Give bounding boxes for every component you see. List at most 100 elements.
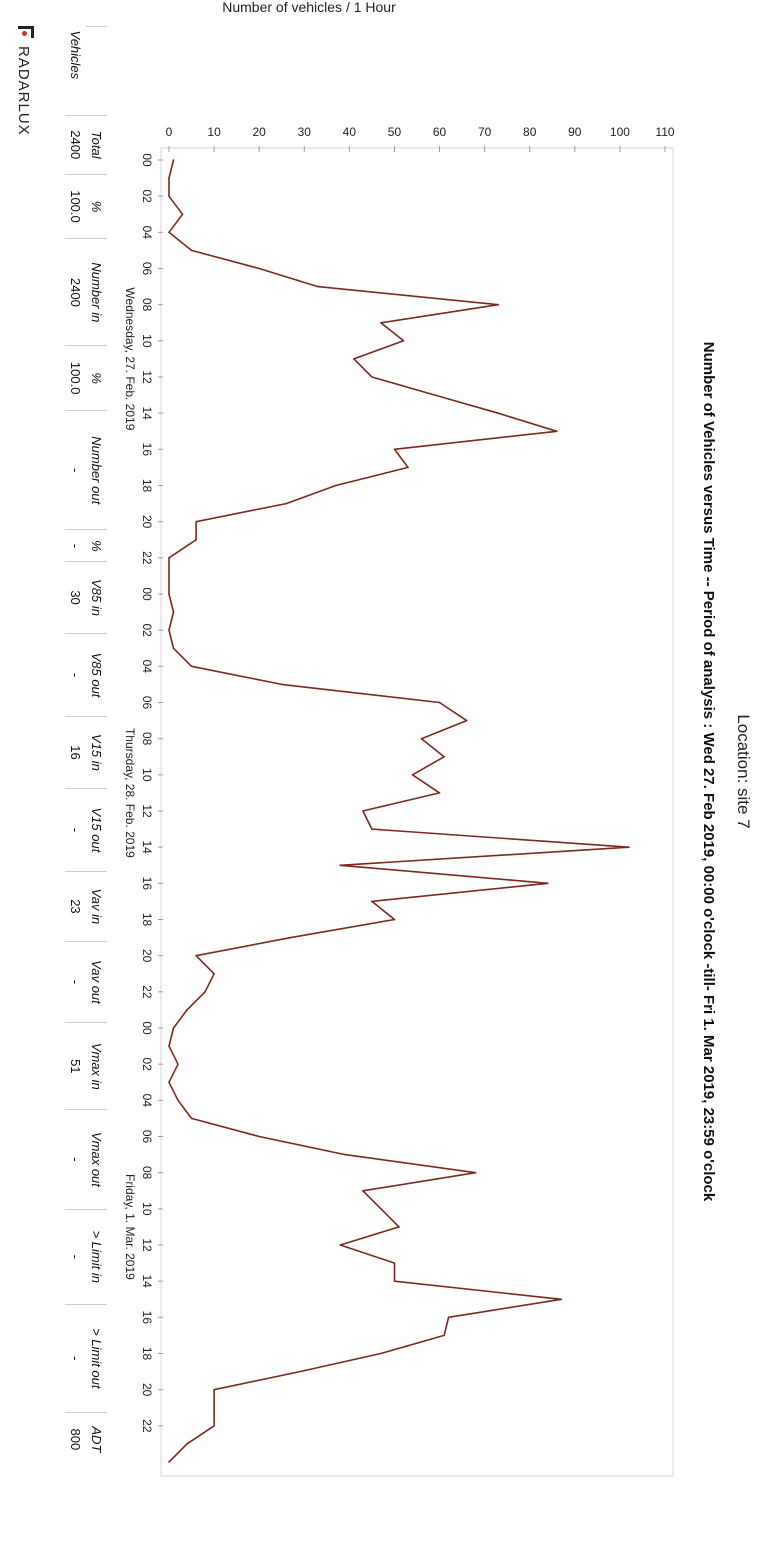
- data-point: [168, 593, 170, 595]
- data-point: [168, 1461, 170, 1463]
- stats-value-cell: -: [65, 1209, 86, 1305]
- x-tick-label: 18: [140, 1347, 154, 1361]
- data-point: [438, 792, 441, 794]
- stats-value-cell: -: [65, 941, 86, 1023]
- data-point: [420, 737, 423, 740]
- x-tick-label: 00: [140, 153, 154, 167]
- data-point: [380, 1352, 382, 1355]
- stats-value-cell: 100.0: [65, 174, 86, 239]
- stats-value-cell: 16: [65, 716, 86, 789]
- data-point: [443, 1334, 445, 1337]
- data-point: [474, 1171, 477, 1174]
- x-tick-label: 14: [140, 406, 154, 420]
- stats-value-cell: 30: [65, 561, 86, 634]
- data-point: [380, 1208, 382, 1210]
- x-tick-label: 02: [140, 189, 154, 203]
- x-tick-label: 08: [140, 298, 154, 312]
- data-point: [280, 683, 283, 686]
- stats-header-cell: Vmax in: [86, 1022, 107, 1110]
- data-point: [186, 1443, 188, 1445]
- data-point: [371, 900, 373, 903]
- data-point: [177, 1063, 179, 1065]
- stats-header-cell: Total: [86, 115, 107, 175]
- data-point: [393, 1262, 396, 1264]
- data-point: [393, 1280, 396, 1282]
- x-tick-label: 22: [140, 551, 154, 565]
- data-point: [353, 358, 355, 360]
- stats-header-cell: V15 in: [86, 716, 107, 789]
- chart-ticks: Number of vehicles / 1 Hour 0 10 20 30 40 50 60…: [140, 0, 675, 1433]
- data-point: [177, 1099, 179, 1102]
- stats-header-cell: Vav out: [86, 941, 107, 1023]
- x-tick-label: 00: [140, 1021, 154, 1035]
- data-point: [168, 575, 170, 577]
- x-tick-label: 10: [140, 768, 154, 782]
- day-label: Wednesday, 27. Feb. 2019: [123, 287, 137, 431]
- x-tick-label: 10: [140, 1202, 154, 1216]
- data-point: [172, 1027, 175, 1029]
- y-tick-label: 0: [166, 125, 173, 139]
- y-axis-title: Number of vehicles / 1 Hour: [222, 0, 396, 15]
- stats-header-row: Total% Number in% Number out% V85 in V85 out…: [86, 26, 107, 1466]
- data-point: [497, 303, 499, 306]
- data-point: [213, 973, 215, 975]
- data-point: [628, 846, 630, 849]
- data-point: [258, 1135, 260, 1138]
- x-tick-label: 22: [140, 1419, 154, 1433]
- y-tick-label: 80: [523, 125, 537, 139]
- data-point: [362, 1190, 364, 1192]
- y-tick-label: 20: [253, 125, 267, 139]
- data-point: [407, 466, 409, 469]
- data-point: [393, 448, 396, 451]
- y-tick-label: 30: [298, 125, 312, 139]
- data-point: [434, 394, 436, 396]
- y-tick-label: 10: [207, 125, 221, 139]
- x-tick-label: 20: [140, 949, 154, 963]
- x-tick-label: 00: [140, 587, 154, 601]
- stats-header-cell: > Limit in: [86, 1209, 107, 1305]
- x-tick-label: 14: [140, 1274, 154, 1288]
- data-point: [344, 1153, 346, 1156]
- data-point: [168, 177, 170, 179]
- x-tick-label: 16: [140, 443, 154, 457]
- y-tick-label: 90: [568, 125, 582, 139]
- x-tick-label: 06: [140, 696, 154, 710]
- data-point: [443, 756, 445, 758]
- data-point: [172, 159, 175, 161]
- x-tick-label: 10: [140, 334, 154, 348]
- data-point: [371, 376, 373, 378]
- stats-value-cell: -: [65, 1109, 86, 1210]
- data-point: [393, 918, 396, 921]
- data-point: [285, 502, 287, 505]
- stats-row-label: Vehicles: [68, 30, 83, 80]
- stats-value-cell: -: [65, 1304, 86, 1413]
- stats-header-cell: Number in: [86, 238, 107, 346]
- x-tick-label: 02: [140, 623, 154, 637]
- data-point: [213, 1388, 215, 1391]
- data-point: [195, 539, 197, 541]
- data-point: [190, 249, 193, 252]
- stats-value-cell: -: [65, 529, 86, 562]
- y-tick-label: 50: [388, 125, 402, 139]
- x-tick-label: 20: [140, 1383, 154, 1397]
- stats-header-cell: Vav in: [86, 871, 107, 942]
- stats-value-cell: 100.0: [65, 345, 86, 411]
- x-tick-label: 06: [140, 1130, 154, 1144]
- data-point: [181, 213, 184, 216]
- radarlux-logo: RADARLUX: [15, 26, 35, 136]
- y-tick-label: 70: [478, 125, 492, 139]
- statistics-table: Total% Number in% Number out% V85 in V85 out…: [65, 26, 107, 1466]
- x-tick-label: 04: [140, 226, 154, 240]
- stats-value-cell: 2400: [65, 238, 86, 346]
- data-point: [172, 611, 175, 613]
- x-tick-label: 04: [140, 1094, 154, 1108]
- x-tick-label: 16: [140, 1311, 154, 1325]
- data-point: [289, 936, 292, 939]
- data-point: [380, 322, 382, 324]
- y-tick-label: 110: [655, 125, 674, 139]
- logo-text: RADARLUX: [15, 46, 32, 136]
- data-point: [497, 412, 499, 415]
- x-tick-label: 06: [140, 262, 154, 276]
- chart-axes: [158, 146, 674, 1477]
- data-point: [362, 810, 364, 812]
